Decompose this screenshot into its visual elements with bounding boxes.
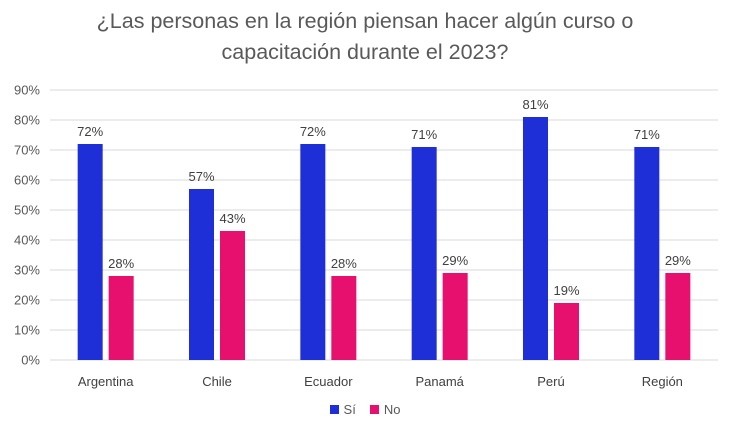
bar-si: [77, 144, 103, 360]
y-tick-label: 20%: [14, 293, 40, 308]
y-tick-label: 90%: [14, 83, 40, 98]
bar-no: [331, 276, 357, 360]
data-label: 81%: [522, 97, 548, 112]
bar-no: [220, 231, 245, 360]
gridlines: [50, 89, 718, 361]
data-label: 28%: [331, 256, 357, 271]
chart-title: ¿Las personas en la región piensan hacer…: [0, 6, 730, 68]
y-tick-label: 60%: [14, 173, 40, 188]
data-label: 43%: [219, 211, 245, 226]
bars: 72% 28% 57% 43% 72% 28% 71% 29% 81% 19% 71% 29%: [77, 97, 691, 360]
y-tick-label: 80%: [14, 113, 40, 128]
bar-no: [108, 276, 134, 360]
x-tick-label: Región: [642, 374, 683, 389]
data-label: 72%: [77, 124, 103, 139]
x-axis-labels: Argentina Chile Ecuador Panamá Perú Región: [78, 374, 683, 389]
y-tick-label: 70%: [14, 143, 40, 158]
bar-si: [189, 189, 214, 360]
legend-label-no: No: [383, 402, 401, 417]
data-label: 72%: [300, 124, 326, 139]
legend-swatch-no: [369, 405, 379, 414]
bar-no: [665, 273, 691, 360]
y-tick-label: 40%: [14, 233, 40, 248]
data-label: 57%: [188, 169, 214, 184]
data-label: 71%: [411, 127, 437, 142]
x-tick-label: Panamá: [415, 374, 464, 389]
legend-label-si: Sí: [343, 402, 356, 417]
bar-no: [442, 273, 468, 360]
x-tick-label: Argentina: [78, 374, 134, 389]
y-tick-label: 50%: [14, 203, 40, 218]
data-label: 19%: [553, 283, 579, 298]
y-tick-label: 10%: [14, 323, 40, 338]
bar-si: [523, 117, 548, 360]
chart-title-line-2: capacitación durante el 2023?: [221, 40, 509, 64]
bar-si: [634, 147, 660, 360]
legend: Sí No: [0, 402, 730, 417]
chart-title-line-1: ¿Las personas en la región piensan hacer…: [96, 9, 634, 33]
y-axis-ticks: 0% 10% 20% 30% 40% 50% 60% 70% 80% 90%: [14, 83, 40, 368]
y-tick-label: 0%: [21, 353, 40, 368]
bar-si: [411, 147, 437, 360]
legend-swatch-si: [329, 405, 339, 414]
bar-no: [554, 303, 579, 360]
legend-item-no: No: [369, 402, 401, 417]
x-tick-label: Chile: [202, 374, 232, 389]
data-label: 28%: [108, 256, 134, 271]
data-label: 71%: [634, 127, 660, 142]
legend-item-si: Sí: [329, 402, 356, 417]
x-tick-label: Perú: [537, 374, 564, 389]
data-label: 29%: [442, 253, 468, 268]
x-tick-label: Ecuador: [304, 374, 353, 389]
bar-si: [300, 144, 326, 360]
data-label: 29%: [665, 253, 691, 268]
y-tick-label: 30%: [14, 263, 40, 278]
